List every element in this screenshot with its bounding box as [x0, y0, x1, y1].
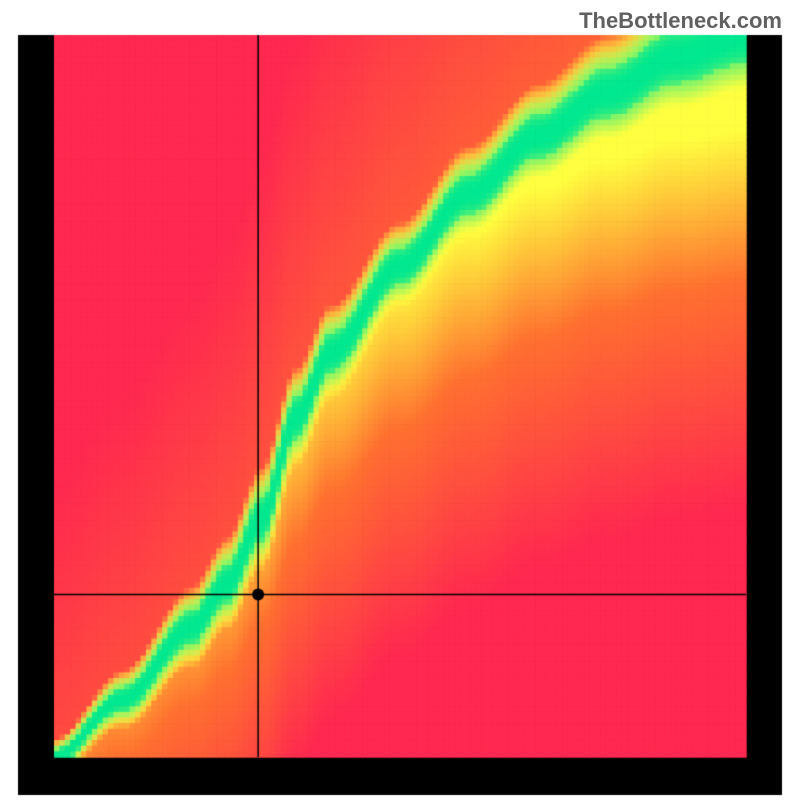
- heatmap-canvas: [0, 0, 800, 800]
- chart-container: TheBottleneck.com: [0, 0, 800, 800]
- attribution-label: TheBottleneck.com: [579, 8, 782, 34]
